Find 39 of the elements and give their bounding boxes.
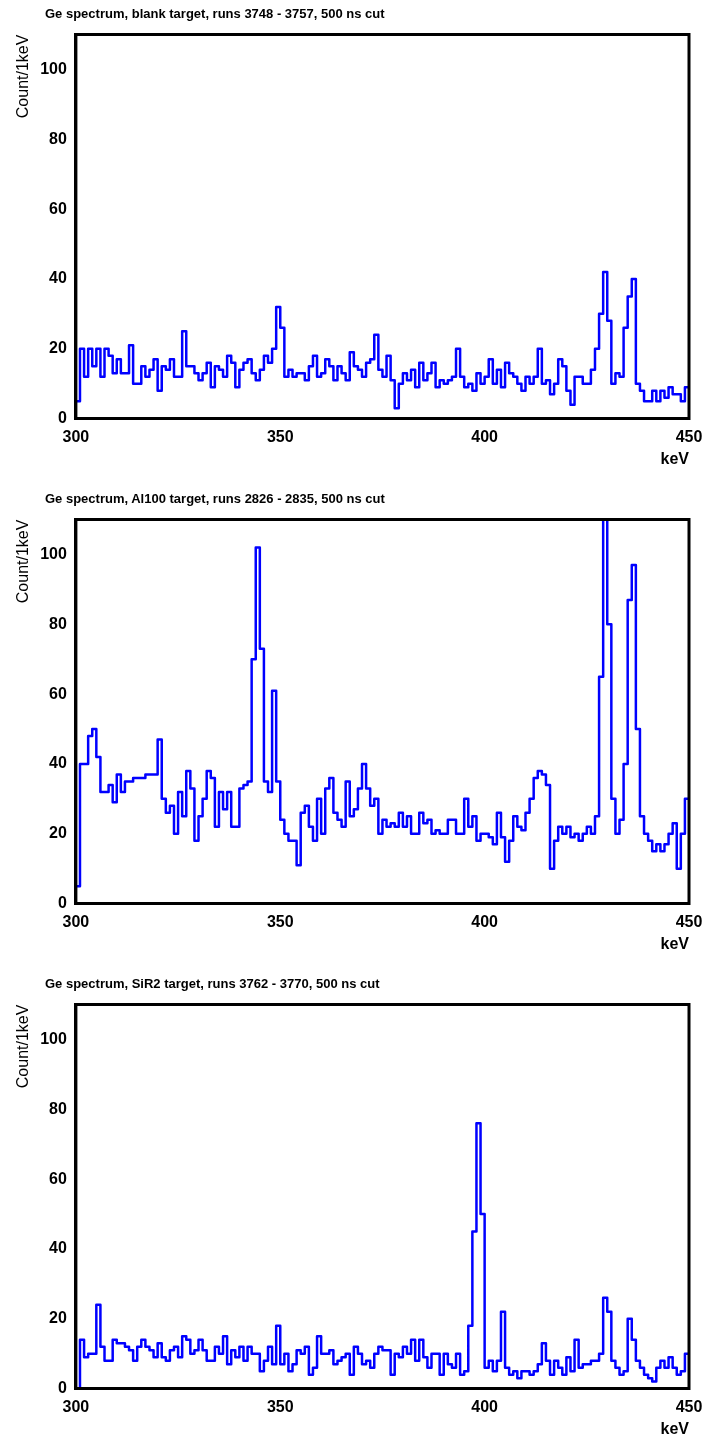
x-axis-title: keV	[660, 1419, 690, 1437]
x-tick-label: 400	[471, 1397, 499, 1415]
y-tick-label: 80	[49, 1099, 67, 1117]
y-tick-label: 80	[49, 129, 67, 147]
y-tick-label: 0	[57, 1379, 67, 1397]
x-tick-label: 400	[471, 912, 499, 930]
y-tick-label: 60	[49, 684, 67, 702]
x-tick-label: 300	[62, 912, 90, 930]
x-tick-label: 300	[62, 427, 90, 445]
x-tick-label: 450	[675, 427, 703, 445]
y-tick-label: 80	[49, 614, 67, 632]
y-tick-label: 100	[40, 59, 67, 77]
y-tick-label: 40	[49, 754, 67, 772]
y-tick-label: 40	[49, 1239, 67, 1257]
y-tick-label: 100	[40, 544, 67, 562]
y-tick-label: 40	[49, 269, 67, 287]
chart-title: Ge spectrum, blank target, runs 3748 - 3757, 500 ns cut	[45, 6, 385, 21]
x-tick-label: 450	[675, 1397, 703, 1415]
y-tick-label: 20	[49, 1309, 67, 1327]
y-tick-label: 0	[57, 409, 67, 427]
x-axis-title: keV	[660, 449, 690, 467]
x-tick-label: 350	[266, 427, 294, 445]
y-tick-label: 60	[49, 1169, 67, 1187]
y-tick-label: 20	[49, 824, 67, 842]
x-tick-label: 400	[471, 427, 499, 445]
x-tick-label: 300	[62, 1397, 90, 1415]
x-axis-title: keV	[660, 934, 690, 952]
y-axis-title: Count/1keV	[14, 1004, 32, 1089]
y-tick-label: 0	[57, 894, 67, 912]
x-tick-label: 350	[266, 912, 294, 930]
x-tick-label: 450	[675, 912, 703, 930]
y-tick-label: 20	[49, 339, 67, 357]
chart-title: Ge spectrum, SiR2 target, runs 3762 - 3770, 500 ns cut	[45, 976, 380, 991]
x-tick-label: 350	[266, 1397, 294, 1415]
y-axis-title: Count/1keV	[14, 34, 32, 119]
chart-title: Ge spectrum, Al100 target, runs 2826 - 2835, 500 ns cut	[45, 491, 385, 506]
y-tick-label: 60	[49, 199, 67, 217]
y-axis-title: Count/1keV	[14, 519, 32, 604]
y-tick-label: 100	[40, 1029, 67, 1047]
